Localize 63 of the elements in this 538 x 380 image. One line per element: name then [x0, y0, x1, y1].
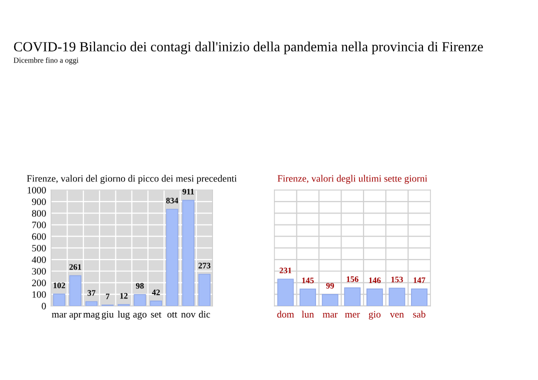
y-tick-label: 200: [32, 280, 46, 286]
x-tick-label: apr: [69, 312, 82, 320]
data-label: 146: [369, 278, 381, 284]
y-tick-label: 0: [42, 302, 46, 310]
y-tick-label: 900: [32, 198, 46, 206]
bar: [198, 274, 211, 306]
x-tick-label: gio: [368, 311, 381, 320]
data-label: 12: [120, 293, 128, 299]
bar: [166, 208, 178, 306]
data-label: 231: [280, 268, 292, 274]
bar: [277, 278, 294, 306]
y-tick-label: 500: [32, 244, 46, 252]
bar: [53, 294, 66, 306]
data-label: 37: [88, 290, 96, 296]
x-tick-label: mar: [52, 312, 67, 318]
y-tick-label: 400: [32, 256, 46, 264]
data-label: 153: [391, 276, 403, 282]
y-tick-label: 100: [32, 291, 46, 298]
data-label: 7: [106, 294, 110, 300]
bar: [366, 288, 383, 306]
bar: [300, 288, 316, 306]
text: COVID-19 Bilancio dei contagi dall'inizio della pandemia nella provincia di Firenze: [14, 42, 483, 54]
chart-title: Firenze, valori degli ultimi sette giorni: [278, 174, 428, 184]
data-label: 102: [54, 282, 66, 288]
data-label: 147: [414, 277, 426, 283]
bar: [322, 294, 338, 306]
x-tick-label: nov: [181, 312, 196, 318]
bar: [182, 200, 194, 306]
y-tick-label: 1000: [28, 186, 46, 194]
x-tick-label: mer: [345, 312, 360, 318]
x-tick-label: dic: [198, 310, 210, 318]
y-tick-label: 800: [32, 210, 46, 217]
y-tick-label: 300: [32, 268, 46, 275]
data-label: 145: [302, 278, 314, 284]
y-tick-label: 700: [32, 222, 46, 228]
x-tick-label: sab: [413, 310, 426, 318]
bar: [388, 288, 406, 306]
data-label: 273: [198, 262, 210, 268]
data-label: 834: [166, 198, 178, 204]
x-tick-label: ven: [390, 312, 404, 318]
bar: [134, 294, 146, 306]
x-tick-label: giu: [102, 311, 114, 320]
bar: [69, 275, 82, 306]
data-label: 261: [69, 264, 82, 270]
data-label: 156: [346, 276, 358, 282]
x-tick-label: lug: [118, 310, 130, 320]
x-tick-label: lun: [302, 310, 314, 318]
bar: [344, 287, 361, 306]
data-label: 99: [326, 282, 334, 289]
x-tick-label: set: [151, 312, 162, 318]
data-label: 98: [136, 283, 144, 289]
y-tick-label: 600: [32, 233, 46, 240]
x-tick-label: mag: [83, 312, 100, 320]
x-tick-label: dom: [277, 310, 294, 318]
data-label: 42: [152, 290, 160, 296]
x-tick-label: ott: [167, 312, 178, 318]
bar: [411, 288, 428, 306]
x-tick-label: mar: [322, 312, 338, 318]
x-tick-label: ago: [133, 312, 147, 320]
bar: [85, 301, 98, 306]
chart-title: Firenze, valori del giorno di picco dei mesi precedenti: [26, 174, 237, 184]
bar: [150, 300, 162, 306]
data-label: 911: [182, 188, 194, 194]
